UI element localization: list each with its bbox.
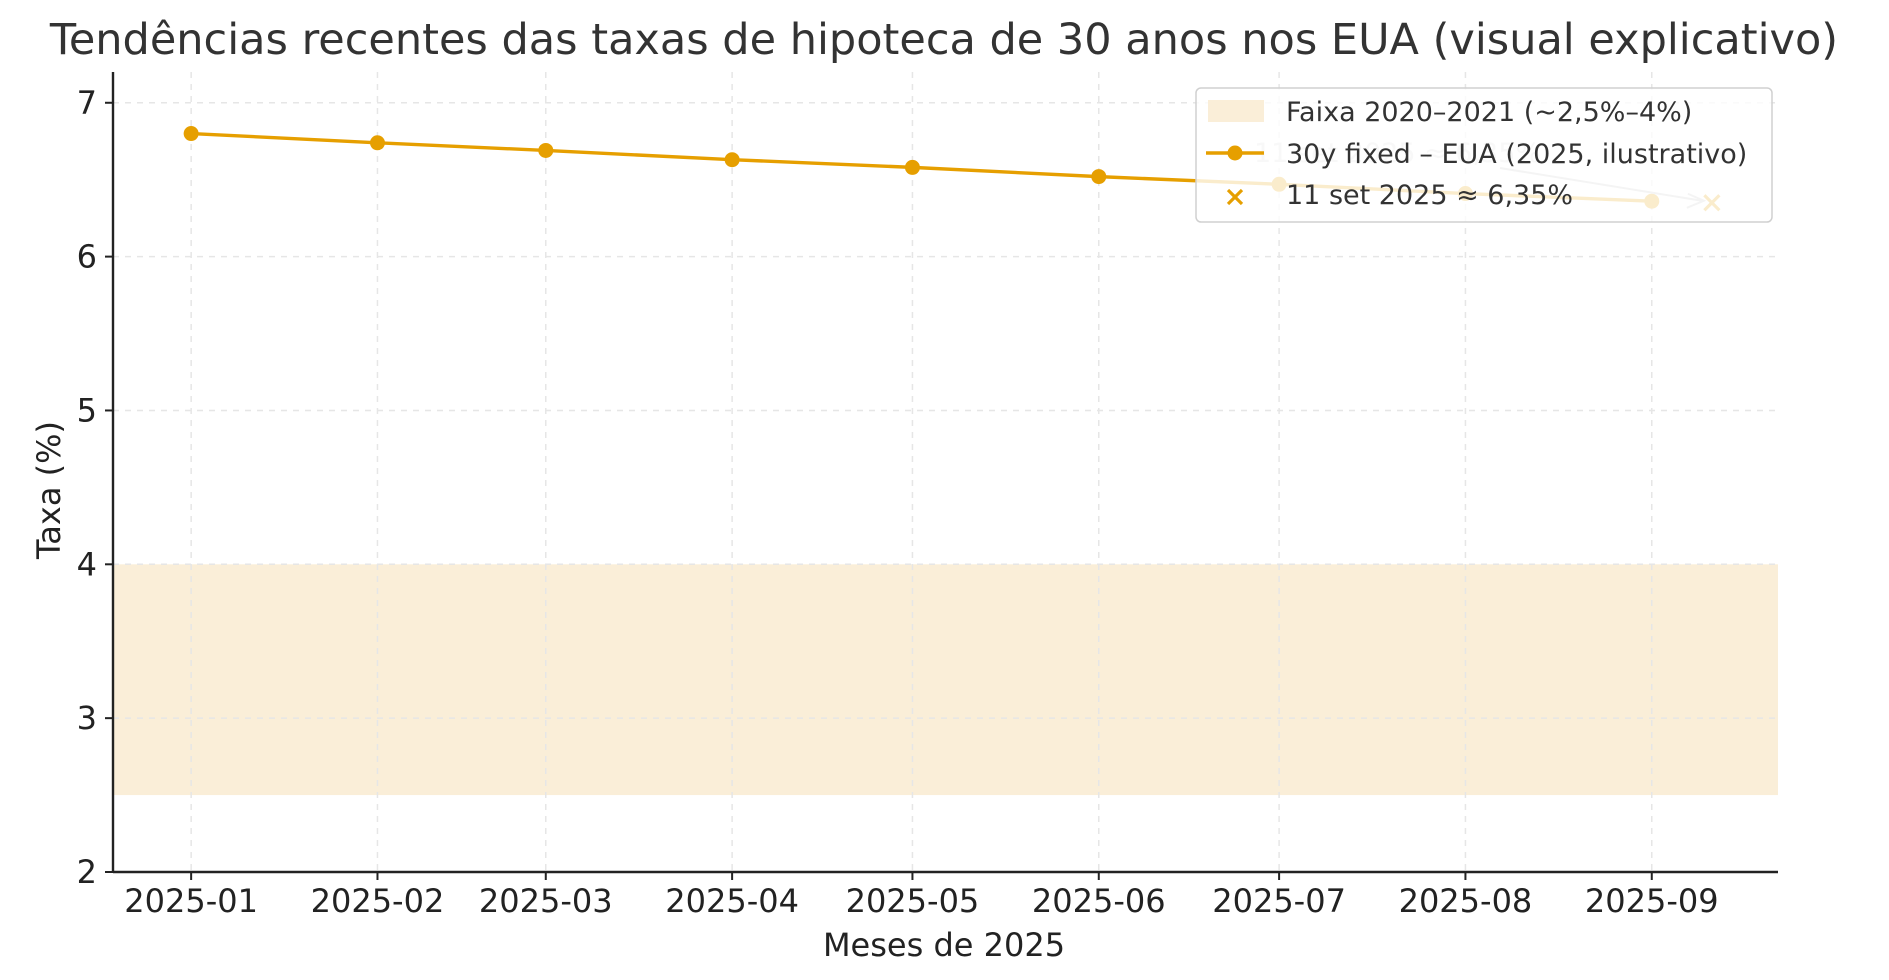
y-tick-label: 4 [77,545,97,583]
y-tick-label: 6 [77,238,97,276]
x-tick-label: 2025-06 [1032,882,1166,920]
x-axis-label: Meses de 2025 [823,926,1065,964]
x-tick-label: 2025-05 [846,882,980,920]
x-tick-label: 2025-03 [479,882,613,920]
x-tick-label: 2025-07 [1212,882,1346,920]
data-point [183,126,199,142]
x-tick-label: 2025-02 [311,882,445,920]
y-axis-label: Taxa (%) [30,421,68,560]
data-point [538,142,554,158]
y-axis-ticks: 2 3 4 5 6 7 [77,84,113,891]
x-tick-label: 2025-01 [124,882,258,920]
data-point [724,152,740,168]
x-axis-ticks: 2025-01 2025-02 2025-03 2025-04 2025-05 2025-… [124,872,1719,920]
legend-label-band: Faixa 2020–2021 (~2,5%–4%) [1286,97,1692,128]
legend-x-marker [1226,188,1244,206]
legend-label-point: 11 set 2025 ≈ 6,35% [1286,180,1573,211]
y-tick-label: 5 [77,391,97,429]
legend-band-swatch [1208,100,1264,122]
x-tick-label: 2025-04 [665,882,799,920]
x-tick-label: 2025-08 [1399,882,1533,920]
legend-line-marker [1227,145,1243,161]
y-tick-label: 7 [77,84,97,122]
data-point [1091,169,1107,185]
y-tick-label: 2 [77,853,97,891]
y-tick-label: 3 [77,699,97,737]
chart-title: Tendências recentes das taxas de hipotec… [49,15,1838,65]
data-point [369,135,385,151]
historical-range-band [113,564,1778,796]
legend: Faixa 2020–2021 (~2,5%–4%) 30y fixed – EU… [1195,87,1773,223]
legend-box [1195,87,1773,223]
x-tick-label: 2025-09 [1585,882,1719,920]
data-point [904,159,920,175]
legend-label-series: 30y fixed – EUA (2025, ilustrativo) [1286,139,1747,170]
